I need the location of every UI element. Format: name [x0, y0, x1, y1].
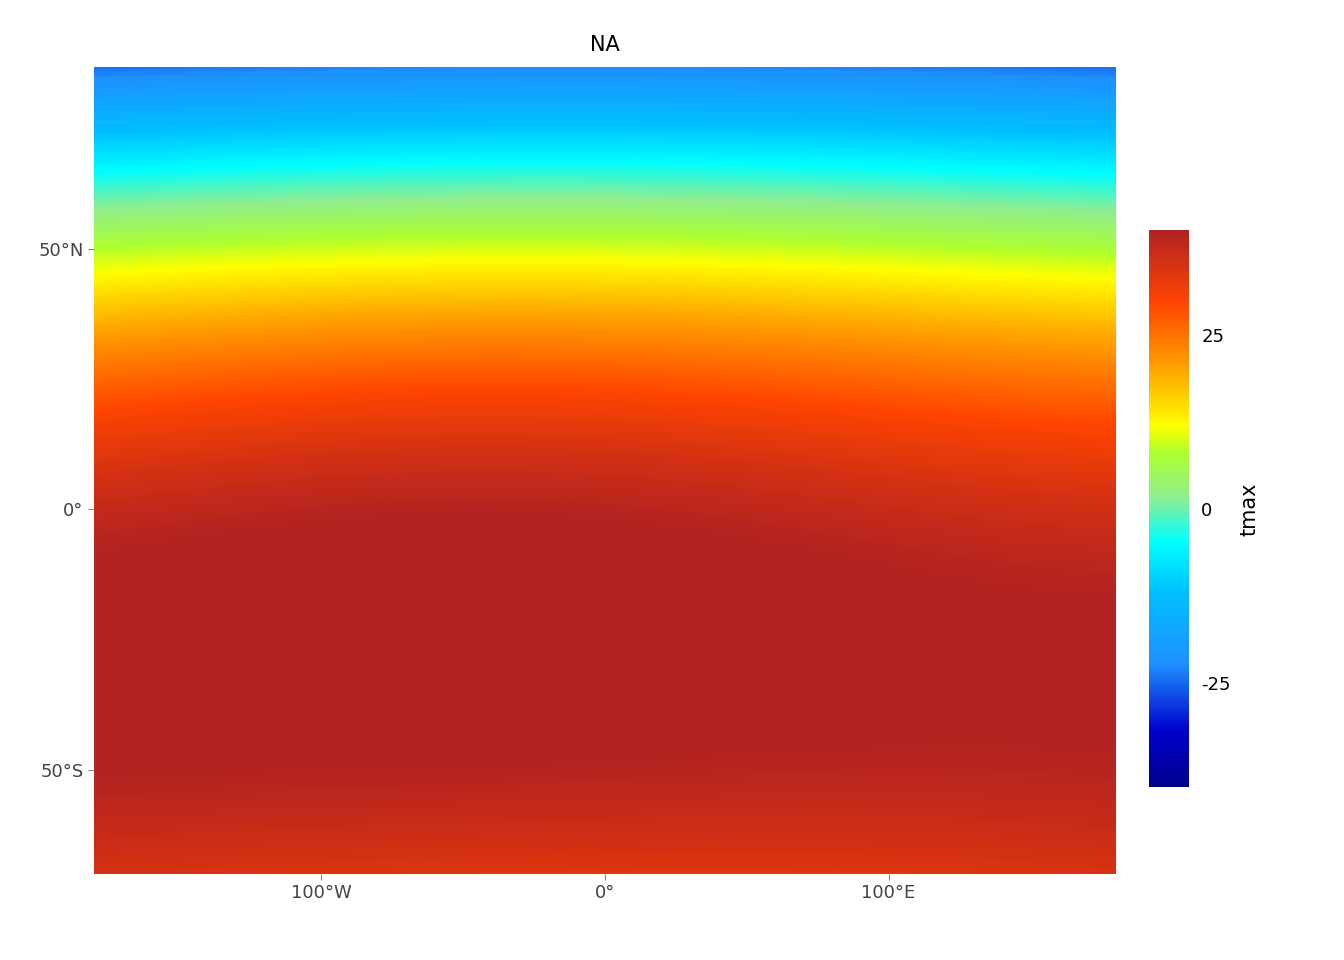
Title: NA: NA — [590, 35, 620, 55]
Y-axis label: tmax: tmax — [1239, 482, 1259, 536]
